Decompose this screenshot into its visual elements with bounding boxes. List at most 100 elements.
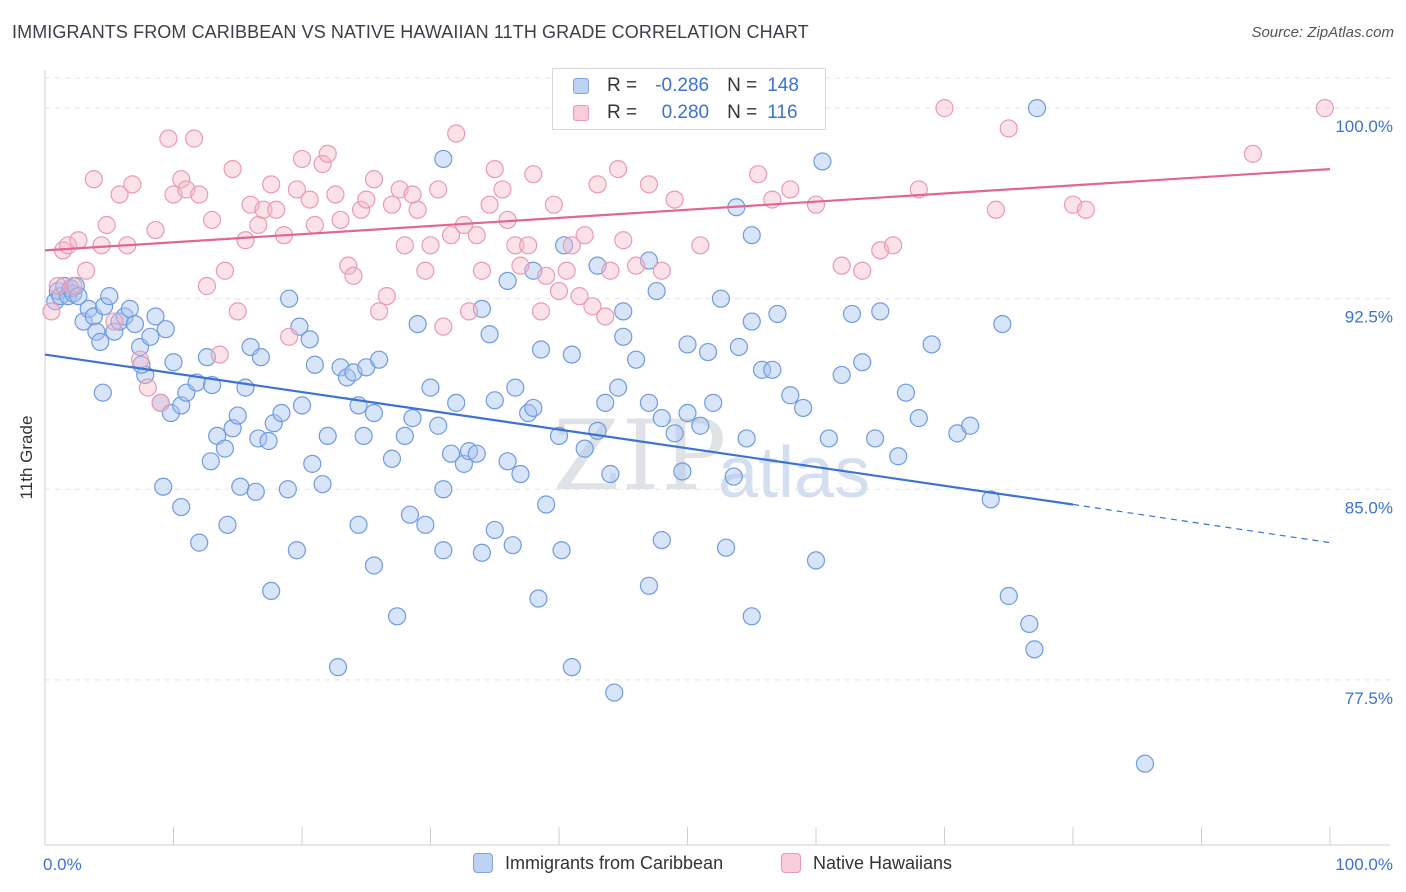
x-tick-label: 100.0% (1335, 855, 1393, 874)
caribbean-point (652, 409, 671, 428)
hawaiian-point (377, 287, 396, 306)
caribbean-point (318, 426, 337, 446)
hawaiian-point (151, 393, 170, 412)
caribbean-point (395, 426, 414, 446)
hawaiian-point (506, 236, 525, 255)
caribbean-point (95, 297, 114, 316)
hawaiian-point (130, 350, 150, 369)
watermark-zip: ZIP (553, 400, 729, 512)
hawaiian-point (665, 190, 684, 209)
caribbean-legend-label: Immigrants from Caribbean (505, 852, 724, 873)
caribbean-point (832, 365, 851, 385)
hawaiian-point (421, 236, 440, 255)
hawaiian-point (472, 261, 491, 280)
hawaiian-point (159, 129, 178, 148)
legend-r-label: R = (607, 102, 638, 123)
caribbean-point (472, 543, 491, 562)
hawaiian-point (1076, 200, 1095, 219)
legend-n-value: 116 (767, 102, 798, 123)
caribbean-point (652, 530, 671, 550)
caribbean-point (164, 353, 183, 372)
caribbean-point (218, 515, 237, 534)
caribbean-point (889, 447, 908, 466)
caribbean-point (1025, 640, 1044, 659)
caribbean-point (961, 416, 980, 435)
hawaiian-point (626, 256, 646, 275)
caribbean-point (813, 152, 832, 171)
hawaiian-point (562, 236, 581, 255)
hawaiian-point (416, 261, 435, 280)
caribbean-point (639, 576, 659, 595)
hawaiian-point (909, 180, 928, 199)
caribbean-point (441, 444, 461, 463)
caribbean-point (896, 383, 916, 402)
caribbean-point (724, 467, 743, 486)
hawaiian-point (459, 302, 479, 321)
caribbean-point (264, 414, 283, 433)
hawaiian-point (69, 231, 88, 250)
caribbean-point (537, 495, 556, 514)
caribbean-point (485, 520, 504, 540)
caribbean-point (364, 556, 384, 575)
y-tick-label: 85.0% (1345, 498, 1393, 517)
y-tick-label: 92.5% (1345, 308, 1393, 327)
legend-r-value: 0.280 (661, 102, 710, 123)
hawaiian-point (254, 200, 273, 219)
hawaiian-point (596, 307, 615, 326)
caribbean-point (678, 335, 697, 354)
caribbean-point (909, 409, 928, 428)
caribbean-point (639, 393, 659, 412)
hawaiian-point (1315, 99, 1334, 118)
caribbean-point (110, 312, 129, 331)
hawaiian-point (313, 154, 332, 174)
bottom-legend-caribbean: Immigrants from Caribbean (473, 850, 723, 876)
caribbean-point (768, 304, 787, 324)
caribbean-point (981, 490, 1000, 509)
hawaiian-point (292, 149, 312, 169)
hawaiian-point (331, 210, 350, 230)
hawaiian-point (447, 124, 466, 143)
y-axis-label: 11th Grade (17, 416, 36, 500)
hawaiian-point (544, 195, 563, 214)
caribbean-point (447, 393, 466, 412)
hawaiian-point (318, 144, 337, 163)
caribbean-swatch (573, 78, 589, 94)
caribbean-point (100, 287, 119, 306)
hawaiian-point (639, 175, 659, 194)
hawaiian-point (123, 175, 142, 194)
hawaiian-point (609, 159, 628, 179)
hawaiian-legend-swatch (781, 853, 801, 873)
hawaiian-point (344, 266, 363, 285)
caribbean-point (228, 406, 247, 425)
caribbean-point (555, 236, 574, 255)
hawaiian-point (382, 195, 402, 214)
caribbean-point (172, 497, 191, 517)
caribbean-point (524, 398, 543, 418)
caribbean-point (480, 325, 499, 344)
caribbean-point (752, 360, 772, 379)
caribbean-legend-swatch (473, 853, 493, 873)
caribbean-point (647, 281, 666, 301)
hawaiian-legend-label: Native Hawaiians (813, 852, 953, 873)
caribbean-point (665, 424, 684, 443)
caribbean-point (511, 464, 530, 484)
caribbean-point (259, 431, 278, 451)
legend-n-label: N = (727, 102, 758, 123)
hawaiian-point (146, 220, 165, 240)
hawaiian-point (364, 170, 384, 189)
hawaiian-point (403, 185, 422, 204)
caribbean-point (806, 551, 826, 570)
caribbean-point (531, 340, 551, 359)
caribbean-point (866, 429, 885, 448)
hawaiian-point (287, 180, 306, 199)
hawaiian-point (97, 215, 116, 235)
caribbean-point (549, 426, 569, 446)
hawaiian-point (210, 345, 229, 364)
y-tick-label: 100.0% (1335, 117, 1393, 136)
hawaiian-point (357, 190, 376, 209)
caribbean-point (93, 383, 112, 402)
caribbean-point (400, 505, 420, 524)
chart-title: IMMIGRANTS FROM CARIBBEAN VS NATIVE HAWA… (12, 22, 809, 42)
caribbean-point (794, 398, 813, 418)
caribbean-point (87, 322, 106, 341)
